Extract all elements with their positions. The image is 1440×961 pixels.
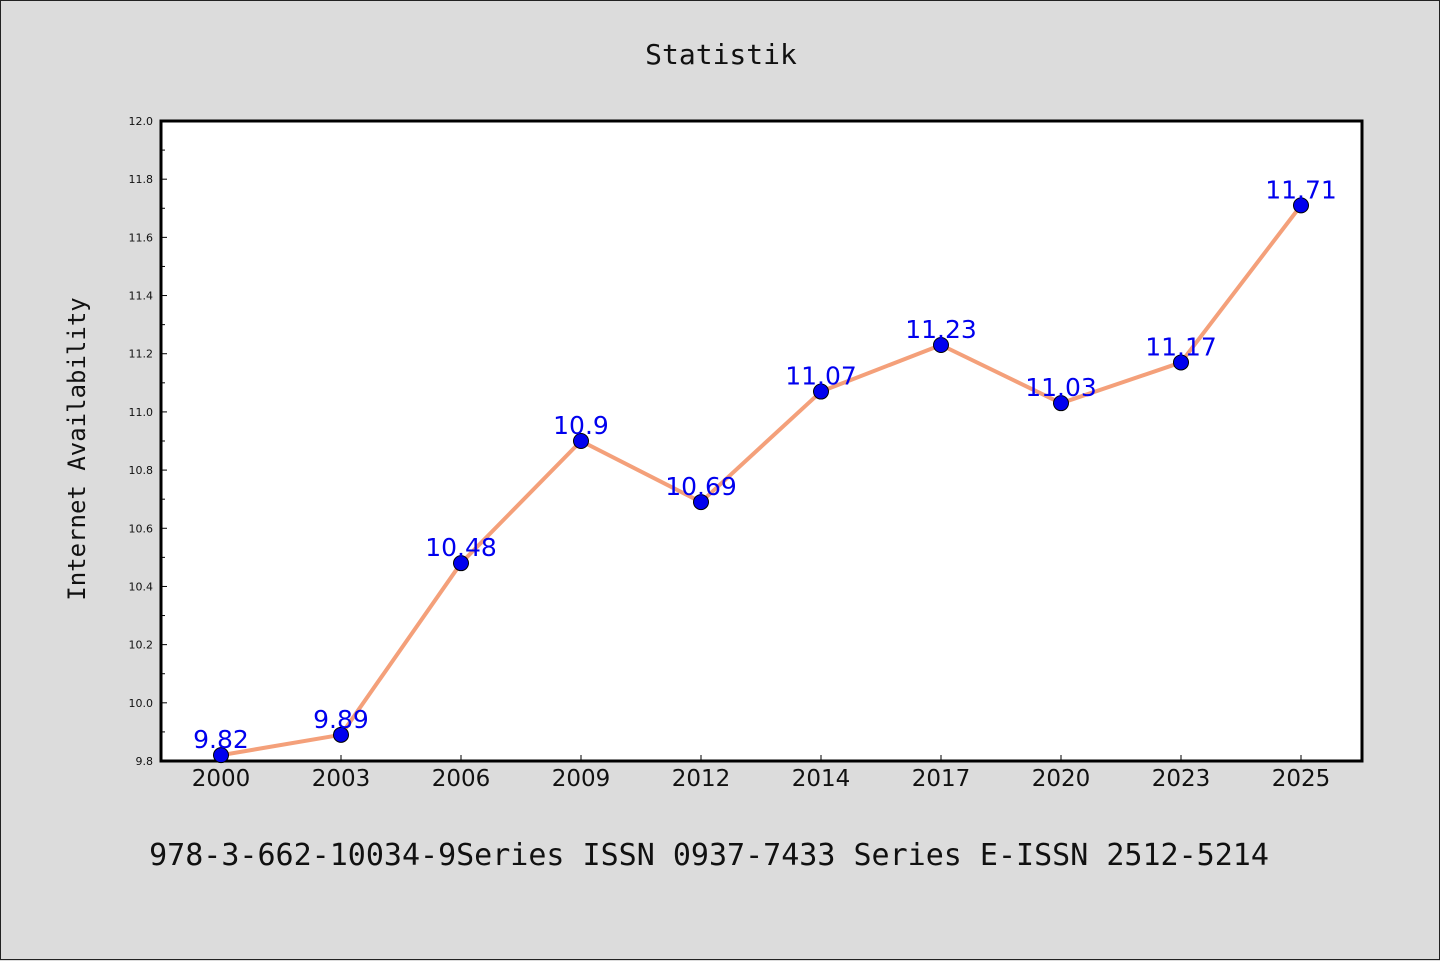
data-point <box>213 747 229 764</box>
x-tick-label: 2020 <box>1032 766 1091 792</box>
x-axis-ticks: 2000 2003 2006 2009 2012 2014 2017 2020 2023 2025 <box>192 755 1331 792</box>
x-tick-label: 2000 <box>192 766 251 792</box>
plot-area <box>159 119 1364 763</box>
x-tick-label: 2025 <box>1272 766 1331 792</box>
series-line-group <box>219 203 1303 758</box>
data-label: 9.89 <box>313 705 369 734</box>
y-tick-label: 9.8 <box>136 755 154 768</box>
y-tick-label: 11.8 <box>129 173 154 186</box>
data-label: 11.17 <box>1145 332 1217 361</box>
y-tick-label: 11.4 <box>129 290 154 303</box>
y-tick-label: 10.4 <box>129 580 154 593</box>
data-label: 10.69 <box>665 472 737 501</box>
data-label: 11.03 <box>1025 373 1097 402</box>
y-tick-label: 11.0 <box>129 406 154 419</box>
y-tick-label: 10.6 <box>129 522 154 535</box>
x-tick-label: 2003 <box>312 766 371 792</box>
y-axis-ticks: 9.8 10.0 10.2 10.4 10.6 10.8 11.0 11.2 11.4 11.6 1… <box>129 115 167 768</box>
data-point <box>1053 395 1069 412</box>
data-point <box>1173 354 1189 371</box>
y-tick-label: 10.8 <box>129 464 154 477</box>
x-tick-label: 2014 <box>792 766 851 792</box>
data-label: 11.07 <box>785 362 857 391</box>
data-point <box>1293 197 1309 214</box>
y-axis-label: Internet Availability <box>63 297 91 600</box>
chart-title: Statistik <box>645 38 797 71</box>
y-tick-label: 11.2 <box>129 348 154 361</box>
data-point <box>933 337 949 353</box>
x-tick-label: 2006 <box>432 766 491 792</box>
data-label: 11.23 <box>905 315 977 344</box>
x-tick-label: 2023 <box>1152 766 1211 792</box>
y-tick-label: 10.2 <box>129 639 154 652</box>
data-label: 11.71 <box>1265 175 1337 204</box>
data-label: 10.48 <box>425 533 497 562</box>
data-label: 10.9 <box>553 411 609 440</box>
x-tick-label: 2012 <box>672 766 731 792</box>
footer-isbn-text: 978-3-662-10034-9Series ISSN 0937-7433 S… <box>149 838 1269 873</box>
x-tick-label: 2017 <box>912 766 971 792</box>
data-point <box>453 555 469 572</box>
data-point <box>333 726 349 743</box>
data-labels: 9.82 9.89 10.48 10.9 10.69 11.07 11.23 11.03 11.… <box>193 175 1337 754</box>
data-point <box>573 433 589 449</box>
data-point <box>693 494 709 511</box>
y-tick-label: 10.0 <box>129 697 154 710</box>
y-tick-label: 11.6 <box>129 231 154 244</box>
data-point <box>813 383 829 400</box>
x-tick-label: 2009 <box>552 766 611 792</box>
series-line <box>219 203 1303 758</box>
data-label: 9.82 <box>193 725 249 754</box>
data-point-markers <box>213 197 1309 764</box>
y-tick-label: 12.0 <box>129 115 154 128</box>
